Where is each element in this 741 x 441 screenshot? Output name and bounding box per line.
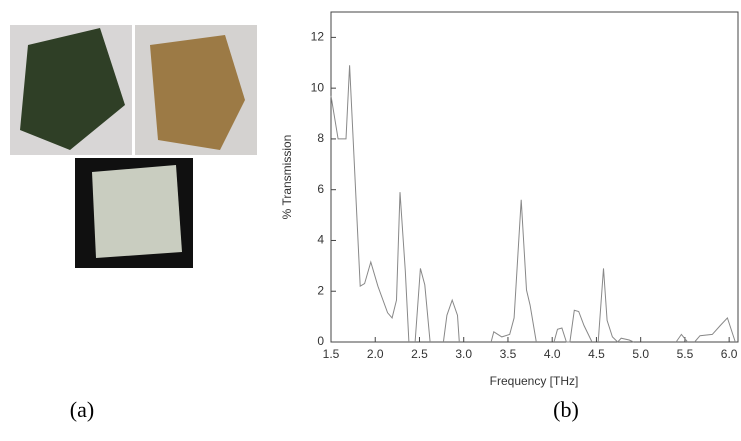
x-tick-label: 2.5 [411,347,428,361]
plot-frame [330,11,739,343]
y-tick-label: 6 [317,182,324,196]
x-tick-label: 6.0 [721,347,738,361]
white-sample [92,165,182,258]
y-tick-label: 0 [317,334,324,348]
green-sample [20,28,125,150]
y-tick-label: 12 [311,30,325,44]
x-tick-label: 3.5 [500,347,517,361]
panel-label: (b) [553,397,579,422]
y-axis-label: % Transmission [280,135,294,220]
series-line [330,65,736,343]
panel-label: (a) [70,397,94,422]
y-tick-label: 8 [317,131,324,145]
y-tick-label: 2 [317,283,324,297]
brown-sample [150,35,245,150]
x-tick-label: 5.0 [632,347,649,361]
y-tick-label: 10 [311,80,325,94]
x-tick-label: 5.5 [677,347,694,361]
x-tick-label: 4.0 [544,347,561,361]
x-axis-label: Frequency [THz] [490,374,579,388]
x-tick-label: 1.5 [323,347,340,361]
photos [10,25,257,268]
x-tick-label: 3.0 [455,347,472,361]
y-tick-label: 4 [317,233,324,247]
x-tick-label: 4.5 [588,347,605,361]
x-tick-label: 2.0 [367,347,384,361]
